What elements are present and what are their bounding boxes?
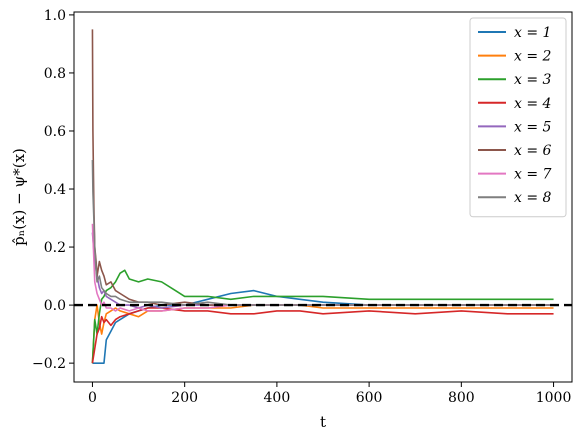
series-line-x4: [91, 307, 554, 364]
y-tick-label: 0.2: [44, 240, 66, 256]
x-tick-label: 600: [356, 390, 383, 406]
y-tick-label: 0.8: [44, 66, 66, 82]
legend-entry-label: x = 2: [514, 49, 552, 65]
x-tick-label: 400: [264, 390, 291, 406]
y-axis: −0.2 0.0 0.2 0.4 0.6 0.8 1.0: [32, 8, 74, 372]
legend-entry-label: x = 7: [514, 167, 552, 183]
legend-entry-label: x = 3: [514, 72, 552, 88]
x-tick-label: 200: [171, 390, 198, 406]
legend-frame: [469, 17, 567, 218]
y-tick-label: 0.6: [44, 124, 66, 140]
y-tick-label: 0.4: [44, 182, 66, 198]
legend: x = 1 x = 2 x = 3 x = 4 x = 5 x = 6 x = 7 x = 8: [469, 17, 567, 218]
x-tick-label: 1000: [536, 390, 572, 406]
x-axis: 0 200 400 600 800 1000: [88, 382, 571, 406]
legend-entry-label: x = 5: [514, 119, 552, 135]
x-tick-label: 0: [88, 390, 97, 406]
y-tick-label: −0.2: [32, 356, 66, 372]
legend-entry-label: x = 6: [514, 143, 552, 159]
y-tick-label: 0.0: [44, 298, 66, 314]
plot-frame: [73, 11, 573, 383]
series-line-x7: [91, 223, 554, 312]
y-axis-label: p̂ₙ(x) − ψ*(x): [10, 148, 28, 246]
y-tick-label: 1.0: [44, 8, 66, 24]
plot-area: [74, 29, 572, 364]
x-tick-label: 800: [448, 390, 475, 406]
legend-entry-label: x = 1: [514, 25, 551, 41]
series-line-x8: [91, 159, 554, 306]
legend-entry-label: x = 8: [514, 190, 552, 206]
legend-entry-label: x = 4: [514, 96, 551, 112]
series-line-x3: [91, 269, 554, 364]
x-axis-label: t: [320, 413, 326, 431]
